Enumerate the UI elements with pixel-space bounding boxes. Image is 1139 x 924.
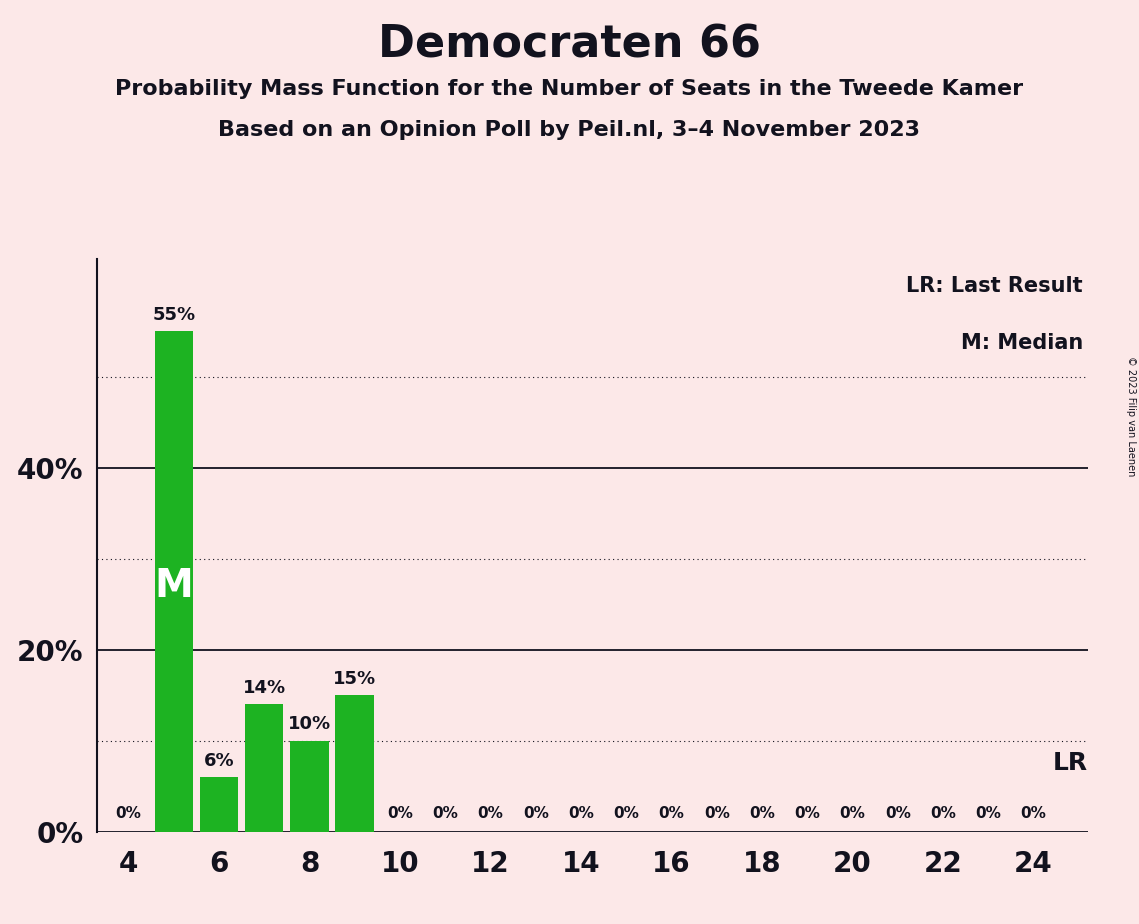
Text: 0%: 0% — [387, 806, 413, 821]
Bar — [245, 704, 284, 832]
Text: 0%: 0% — [794, 806, 820, 821]
Text: 0%: 0% — [749, 806, 775, 821]
Text: 0%: 0% — [704, 806, 730, 821]
Text: Based on an Opinion Poll by Peil.nl, 3–4 November 2023: Based on an Opinion Poll by Peil.nl, 3–4… — [219, 120, 920, 140]
Text: 0%: 0% — [931, 806, 956, 821]
Text: 0%: 0% — [568, 806, 593, 821]
Text: 15%: 15% — [334, 670, 376, 688]
Text: 0%: 0% — [613, 806, 639, 821]
Text: LR: LR — [1052, 751, 1088, 775]
Text: 0%: 0% — [433, 806, 458, 821]
Text: 0%: 0% — [658, 806, 685, 821]
Text: M: M — [155, 567, 194, 605]
Bar — [290, 741, 329, 832]
Text: Democraten 66: Democraten 66 — [378, 23, 761, 67]
Text: 0%: 0% — [477, 806, 503, 821]
Text: M: Median: M: Median — [960, 334, 1083, 353]
Text: 14%: 14% — [243, 679, 286, 697]
Bar — [336, 695, 374, 832]
Text: 0%: 0% — [975, 806, 1001, 821]
Text: 0%: 0% — [885, 806, 911, 821]
Text: Probability Mass Function for the Number of Seats in the Tweede Kamer: Probability Mass Function for the Number… — [115, 79, 1024, 99]
Text: 0%: 0% — [839, 806, 866, 821]
Text: LR: Last Result: LR: Last Result — [907, 276, 1083, 296]
Text: 0%: 0% — [115, 806, 141, 821]
Text: 0%: 0% — [523, 806, 549, 821]
Bar — [155, 332, 192, 832]
Bar — [199, 777, 238, 832]
Text: 0%: 0% — [1021, 806, 1047, 821]
Text: © 2023 Filip van Laenen: © 2023 Filip van Laenen — [1126, 356, 1136, 476]
Text: 10%: 10% — [288, 715, 331, 734]
Text: 6%: 6% — [204, 752, 235, 770]
Text: 55%: 55% — [153, 306, 195, 324]
